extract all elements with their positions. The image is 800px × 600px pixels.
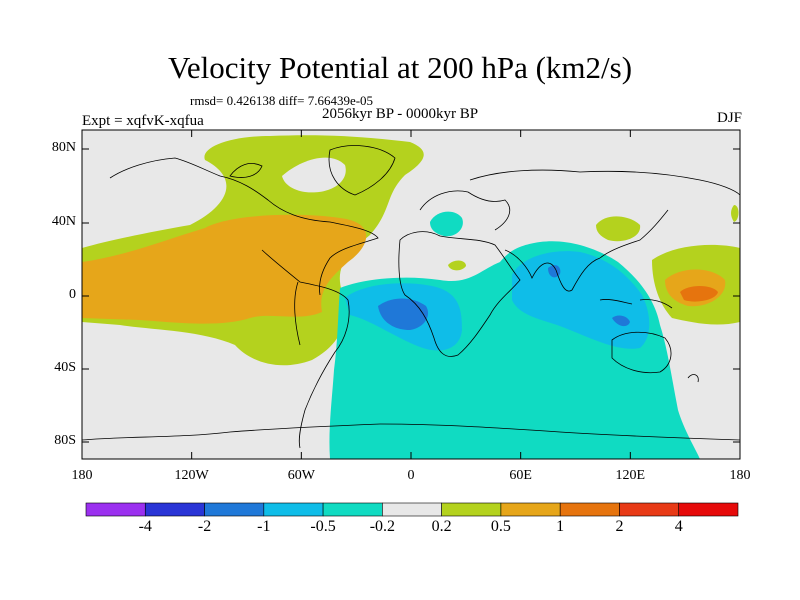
contour-negative-mediterranean — [430, 211, 463, 237]
colorbar-swatch — [144, 502, 205, 517]
coastlines — [82, 145, 740, 449]
contour-negative-1-indonesia — [612, 315, 630, 327]
colorbar-swatch — [204, 502, 265, 517]
rmsd-diff-stats: rmsd= 0.426138 diff= 7.66439e-05 — [190, 93, 374, 108]
y-tick-marks — [82, 148, 740, 443]
colorbar-label: 0.5 — [490, 518, 511, 535]
y-tick-label: 80S — [54, 433, 76, 448]
contour-positive-sahara — [448, 260, 466, 271]
contour-field — [82, 130, 740, 459]
y-tick-label: 40S — [54, 360, 76, 375]
colorbar-label: 0.2 — [431, 518, 452, 535]
colorbar-swatch — [500, 502, 561, 517]
x-tick-label: 60W — [287, 468, 315, 483]
season-label: DJF — [716, 110, 742, 126]
y-tick-label: 40N — [51, 214, 76, 229]
colorbar-swatch — [441, 502, 502, 517]
contour-positive-1-west-pacific — [680, 286, 718, 302]
colorbar-label: -1 — [257, 518, 271, 535]
contour-positive-japan — [596, 216, 641, 242]
x-tick-label: 60E — [509, 468, 532, 483]
y-tick-label: 80N — [51, 140, 76, 155]
colorbar-label: 2 — [615, 518, 624, 535]
colorbar-label: 4 — [674, 518, 683, 535]
colorbar — [85, 502, 739, 517]
colorbar-swatch — [322, 502, 383, 517]
experiment-label: Expt = xqfvK-xqfua — [82, 113, 204, 129]
x-tick-label: 120W — [174, 468, 209, 483]
contour-negative-1-congo — [378, 298, 429, 330]
colorbar-swatch — [678, 502, 739, 517]
colorbar-label: 1 — [556, 518, 565, 535]
colorbar-label: -4 — [138, 518, 152, 535]
colorbar-label: -0.2 — [369, 518, 396, 535]
colorbar-label: -2 — [197, 518, 212, 535]
colorbar-swatch — [619, 502, 680, 517]
colorbar-label: -0.5 — [310, 518, 336, 535]
colorbar-swatch — [263, 502, 324, 517]
x-tick-label: 180 — [71, 468, 93, 483]
colorbar-swatch — [382, 502, 442, 517]
x-tick-label: 180 — [729, 468, 751, 483]
x-tick-marks — [81, 130, 741, 459]
y-tick-label: 0 — [69, 287, 76, 302]
contour-negative-0-5-indian — [512, 251, 650, 349]
x-tick-label: 120E — [615, 468, 646, 483]
colorbar-swatch — [559, 502, 620, 517]
period-label: 2056kyr BP - 0000kyr BP — [322, 106, 479, 122]
map-title: Velocity Potential at 200 hPa (km2/s) — [167, 50, 633, 85]
colorbar-swatch — [85, 502, 146, 517]
x-tick-label: 0 — [407, 468, 415, 483]
contour-positive-edge — [731, 205, 739, 222]
